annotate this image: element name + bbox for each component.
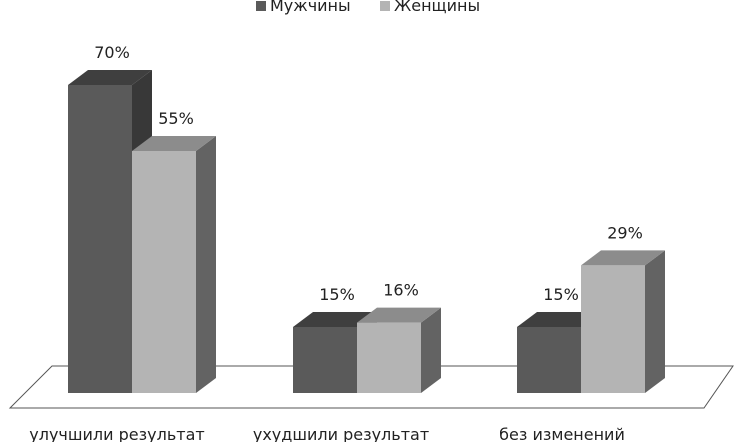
category-label-1: ухудшили результат: [253, 425, 429, 442]
value-label-men-1: 15%: [319, 285, 355, 304]
bar-women-2: [581, 250, 665, 393]
value-label-women-0: 55%: [158, 109, 194, 128]
value-label-women-1: 16%: [383, 281, 419, 300]
legend-label-men: Мужчины: [270, 0, 351, 15]
bar-women-0: [132, 136, 216, 393]
legend: Мужчины Женщины: [256, 0, 480, 15]
bars: [68, 70, 665, 393]
legend-swatch-women: [380, 1, 390, 11]
legend-swatch-men: [256, 1, 266, 11]
value-label-men-0: 70%: [94, 43, 130, 62]
legend-label-women: Женщины: [394, 0, 480, 15]
value-label-men-2: 15%: [543, 285, 579, 304]
category-label-2: без изменений: [499, 425, 625, 442]
category-labels: улучшили результат ухудшили результат без …: [29, 425, 625, 444]
value-label-women-2: 29%: [607, 223, 643, 242]
bar-women-1: [357, 307, 441, 393]
category-label-0: улучшили результат: [29, 425, 204, 442]
value-labels: 70% 55% 15% 16% 15% 29%: [94, 43, 643, 304]
